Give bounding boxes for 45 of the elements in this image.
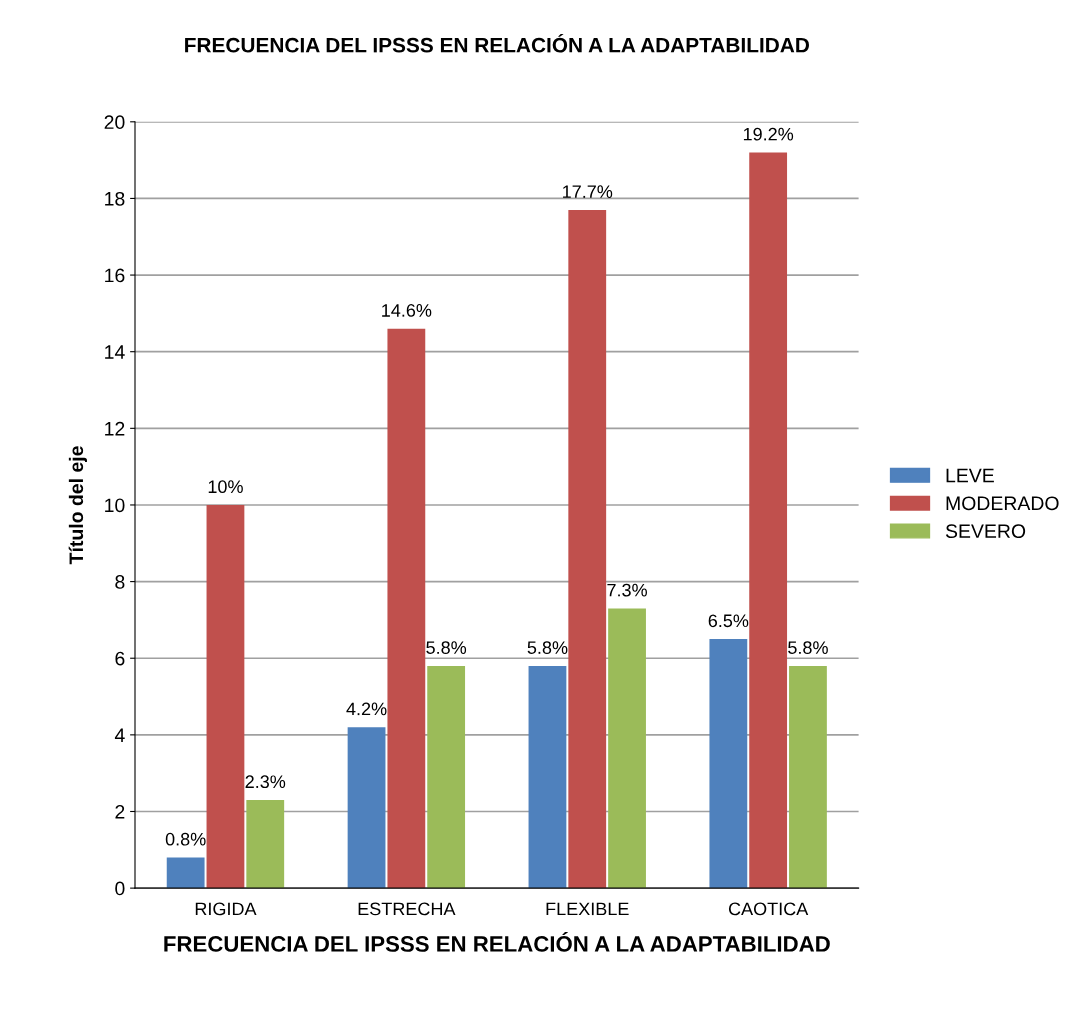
data-label: 19.2% — [743, 127, 794, 141]
data-label: 0.8% — [165, 832, 206, 846]
data-label: 17.7% — [563, 185, 613, 198]
data-label: 5.8% — [788, 641, 828, 654]
bar — [206, 504, 245, 889]
x-tick-label: CAOTICA — [728, 902, 809, 916]
data-label: 4.2% — [346, 702, 387, 716]
x-tick-label: ESTRECHA — [358, 902, 456, 916]
y-tick-label: 2 — [115, 804, 125, 819]
y-tick-label: 4 — [114, 728, 125, 742]
y-tick-label: 6 — [115, 651, 125, 666]
bar — [789, 665, 827, 889]
bar — [387, 328, 426, 889]
data-label: 6.5% — [708, 614, 749, 628]
data-label: 5.8% — [426, 641, 467, 654]
y-tick-label: 14 — [105, 345, 125, 359]
bar — [749, 152, 788, 889]
data-label: 2.3% — [245, 775, 286, 789]
y-tick-label: 18 — [105, 191, 125, 206]
bar — [568, 209, 607, 889]
data-label: 14.6% — [382, 304, 432, 317]
y-tick-label: 20 — [104, 115, 125, 130]
bar — [709, 639, 748, 889]
y-tick-label: 12 — [105, 421, 125, 436]
data-label: 7.3% — [607, 583, 647, 597]
x-tick-label: FLEXIBLE — [546, 902, 629, 916]
bar — [246, 800, 285, 889]
bar — [427, 665, 466, 889]
y-tick-label: 16 — [105, 268, 125, 283]
y-axis-title: Título del eje — [68, 446, 87, 565]
legend-label: LEVE — [946, 468, 994, 483]
bar — [528, 665, 567, 889]
data-label: 10% — [208, 480, 243, 494]
bar — [166, 857, 205, 889]
bar — [608, 608, 646, 889]
legend-label: SEVERO — [945, 524, 1026, 539]
x-axis-title: FRECUENCIA DEL IPSSS EN RELACIÓN A LA ADAPTABILIDAD — [164, 931, 830, 952]
y-tick-label: 0 — [115, 881, 125, 896]
bar — [347, 727, 386, 889]
y-tick-label: 8 — [115, 575, 125, 589]
x-tick-label: RIGIDA — [195, 902, 257, 916]
legend-label: MODERADO — [946, 496, 1059, 511]
chart-title: FRECUENCIA DEL IPSSS EN RELACIÓN A LA ADAPTABILIDAD — [185, 33, 809, 53]
data-label: 5.8% — [527, 641, 568, 654]
y-tick-label: 10 — [105, 498, 125, 513]
